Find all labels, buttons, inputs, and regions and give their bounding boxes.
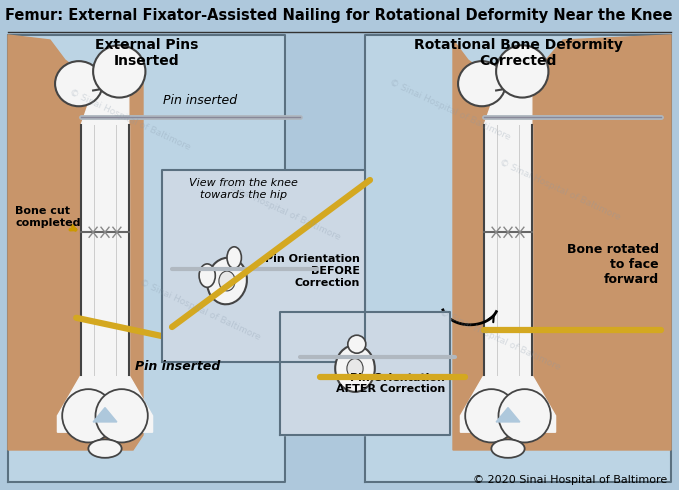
Text: © Sinai Hospital of Baltimore: © Sinai Hospital of Baltimore <box>68 88 192 152</box>
Polygon shape <box>81 124 129 375</box>
Text: Femur: External Fixator-Assisted Nailing for Rotational Deformity Near the Knee: Femur: External Fixator-Assisted Nailing… <box>5 8 673 24</box>
Polygon shape <box>0 0 679 32</box>
Ellipse shape <box>207 258 247 304</box>
Ellipse shape <box>465 389 517 442</box>
Ellipse shape <box>96 389 148 442</box>
Polygon shape <box>484 124 532 375</box>
Text: External Pins
Inserted: External Pins Inserted <box>95 38 198 68</box>
Ellipse shape <box>335 345 375 392</box>
Ellipse shape <box>219 271 235 291</box>
Polygon shape <box>484 84 532 124</box>
Polygon shape <box>496 408 520 422</box>
Polygon shape <box>162 170 365 362</box>
Text: © Sinai Hospital of Baltimore: © Sinai Hospital of Baltimore <box>218 178 342 242</box>
Text: Pin Orientation
AFTER Correction: Pin Orientation AFTER Correction <box>335 373 445 394</box>
Circle shape <box>496 45 549 98</box>
Ellipse shape <box>227 247 242 269</box>
Text: Pin Orientation
BEFORE
Correction: Pin Orientation BEFORE Correction <box>265 254 360 288</box>
Circle shape <box>93 45 145 98</box>
Polygon shape <box>93 408 117 422</box>
Polygon shape <box>365 35 671 482</box>
Text: © 2020 Sinai Hospital of Baltimore: © 2020 Sinai Hospital of Baltimore <box>473 475 667 485</box>
Ellipse shape <box>348 335 366 353</box>
Text: © Sinai Hospital of Baltimore: © Sinai Hospital of Baltimore <box>438 308 562 372</box>
Ellipse shape <box>347 359 363 378</box>
Text: Bone cut
completed: Bone cut completed <box>15 206 81 230</box>
Ellipse shape <box>492 440 525 458</box>
Text: Bone rotated
to face
forward: Bone rotated to face forward <box>567 243 659 286</box>
Text: Rotational Bone Deformity
Corrected: Rotational Bone Deformity Corrected <box>414 38 623 68</box>
Text: Pin inserted: Pin inserted <box>163 94 237 107</box>
Polygon shape <box>8 35 285 482</box>
Ellipse shape <box>498 389 551 442</box>
Polygon shape <box>58 375 153 432</box>
Polygon shape <box>453 35 671 450</box>
Polygon shape <box>280 312 450 435</box>
Ellipse shape <box>55 61 103 106</box>
Text: Pin inserted: Pin inserted <box>135 360 221 373</box>
Text: © Sinai Hospital of Baltimore: © Sinai Hospital of Baltimore <box>388 78 512 142</box>
Ellipse shape <box>88 440 122 458</box>
Polygon shape <box>8 35 143 450</box>
Text: © Sinai Hospital of Baltimore: © Sinai Hospital of Baltimore <box>138 278 262 342</box>
Polygon shape <box>81 84 129 124</box>
Polygon shape <box>460 375 555 432</box>
Text: View from the knee
towards the hip: View from the knee towards the hip <box>189 178 298 199</box>
Ellipse shape <box>199 264 215 287</box>
Ellipse shape <box>62 389 115 442</box>
Ellipse shape <box>458 61 506 106</box>
Text: © Sinai Hospital of Baltimore: © Sinai Hospital of Baltimore <box>498 158 622 222</box>
